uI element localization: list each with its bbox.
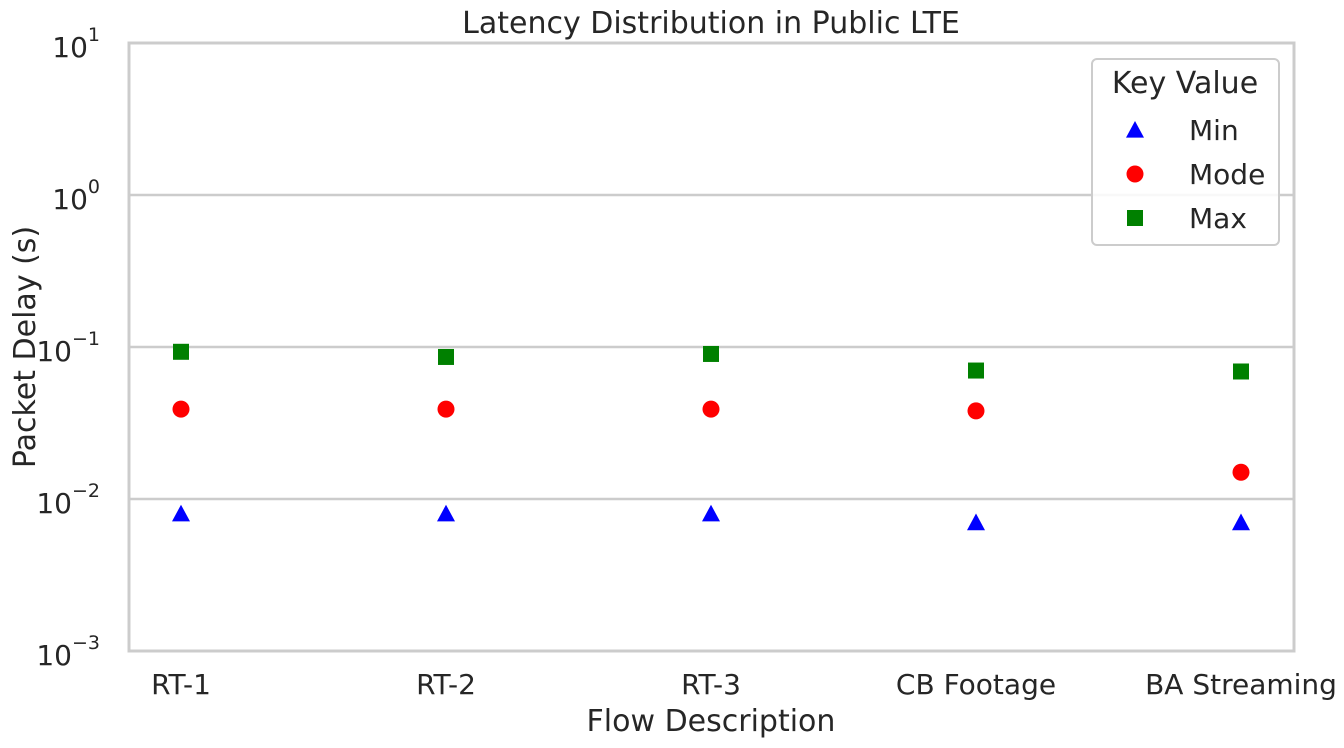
y-tick-exponent: 1 — [88, 24, 100, 46]
data-point-max — [438, 348, 454, 365]
y-tick-base: 10 — [52, 31, 88, 64]
legend: Key Value Min Mode Max — [1091, 58, 1280, 246]
data-markers — [172, 343, 1250, 531]
x-tick-label: BA Streaming — [1145, 668, 1337, 701]
y-tick-base: 10 — [36, 487, 72, 520]
y-tick-base: 10 — [36, 639, 72, 672]
data-point-max — [1233, 363, 1249, 380]
plot-frame — [127, 41, 1296, 653]
y-tick-exponent: 0 — [88, 176, 100, 198]
legend-label-mode: Mode — [1189, 158, 1265, 191]
legend-marker-min — [1126, 121, 1144, 138]
data-point-mode — [1232, 463, 1250, 481]
legend-label-min: Min — [1189, 114, 1239, 147]
y-tick-label: 10−3 — [36, 632, 100, 672]
y-tick-label: 101 — [52, 24, 100, 64]
data-point-max — [173, 343, 189, 360]
chart-title: Latency Distribution in Public LTE — [462, 6, 960, 41]
data-point-min — [967, 513, 985, 531]
y-tick-exponent: −2 — [72, 480, 100, 502]
legend-items: Min Mode Max — [1126, 114, 1265, 235]
y-axis-label: Packet Delay (s) — [8, 226, 43, 468]
data-point-min — [172, 504, 190, 522]
x-tick-label: RT-2 — [416, 668, 476, 701]
data-point-mode — [702, 400, 720, 418]
y-tick-label: 100 — [52, 176, 100, 216]
y-tick-exponent: −3 — [72, 632, 100, 654]
data-point-min — [702, 504, 720, 522]
x-tick-label: RT-1 — [151, 668, 211, 701]
data-point-min — [1232, 513, 1250, 531]
data-point-max — [703, 345, 719, 362]
data-point-max — [968, 362, 984, 379]
data-point-min — [437, 504, 455, 522]
data-point-mode — [967, 402, 985, 420]
legend-box — [1091, 58, 1280, 246]
x-axis-label: Flow Description — [587, 704, 836, 739]
legend-title: Key Value — [1112, 66, 1258, 101]
y-tick-label: 10−2 — [36, 480, 100, 520]
legend-marker-mode — [1126, 165, 1144, 183]
x-axis-ticks: RT-1 RT-2 RT-3 CB Footage BA Streaming — [151, 668, 1337, 701]
legend-label-max: Max — [1189, 202, 1247, 235]
y-tick-exponent: −1 — [72, 328, 100, 350]
legend-marker-max — [1127, 210, 1143, 226]
x-tick-label: RT-3 — [681, 668, 741, 701]
y-tick-label: 10−1 — [36, 328, 100, 368]
y-tick-base: 10 — [36, 335, 72, 368]
y-tick-base: 10 — [52, 183, 88, 216]
data-point-mode — [437, 400, 455, 418]
x-tick-label: CB Footage — [896, 668, 1056, 701]
data-point-mode — [172, 400, 190, 418]
